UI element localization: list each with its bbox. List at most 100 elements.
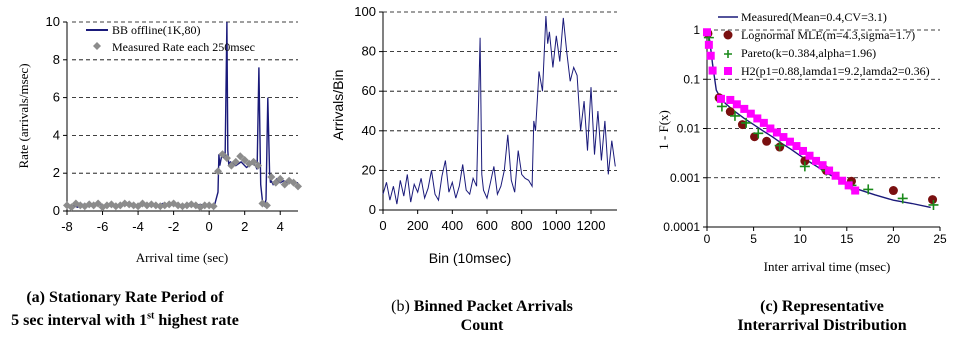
data-point (838, 176, 847, 185)
y-tick-label: 0.0001 (663, 220, 700, 234)
legend-label-measured: Measured(Mean=0.4,CV=3.1) (741, 10, 887, 24)
data-point (741, 117, 752, 128)
y-tick-label: 0.01 (677, 122, 701, 136)
y-tick-label: 1 (693, 23, 700, 37)
legend-label-pareto: Pareto(k=0.384,alpha=1.96) (741, 46, 876, 60)
x-tick-label: 25 (933, 232, 947, 246)
x-tick-label: 1000 (542, 218, 571, 233)
x-tick-label: 0 (704, 232, 711, 246)
data-point (280, 180, 289, 189)
y-tick-label: 0 (53, 203, 60, 218)
rate-chart-grid (72, 21, 298, 174)
data-point (729, 110, 740, 121)
caption-a-line2-pre: 5 sec interval with 1 (11, 312, 148, 330)
data-point (276, 174, 285, 183)
y-tick-label: 0.001 (670, 171, 700, 185)
data-point (798, 146, 807, 155)
data-point (762, 136, 772, 146)
rate-chart-series (63, 21, 302, 212)
legend-label-lognormal: Lognormal MLE(m=4.3,sigma=1.7) (741, 28, 915, 42)
interarrival-chart-x-axis-label: Inter arrival time (msec) (764, 259, 891, 274)
caption-a: (a) Stationary Rate Period of 5 sec inte… (0, 288, 250, 330)
data-point (732, 100, 741, 109)
y-tick-label: 80 (362, 44, 376, 59)
data-point (200, 201, 209, 210)
data-point (725, 107, 735, 117)
legend-swatch-measured-rate (93, 42, 101, 50)
data-point (888, 186, 898, 196)
y-tick-label: 100 (354, 4, 376, 19)
data-point (805, 151, 814, 160)
x-tick-label: 2 (241, 219, 248, 234)
data-point (218, 150, 227, 159)
data-point (726, 95, 735, 104)
y-tick-label: 40 (362, 123, 376, 138)
x-tick-label: 5 (750, 232, 757, 246)
x-tick-label: -8 (61, 219, 73, 234)
rate-chart-x-ticks: -8 -6 -4 -2 0 2 4 (61, 211, 284, 234)
caption-a-sup: st (147, 311, 155, 322)
y-tick-label: 2 (53, 165, 60, 180)
interarrival-chart: 1 0.1 0.01 0.001 0.0001 0 5 10 15 20 25 Inter arr… (656, 10, 947, 274)
interarrival-chart-y-ticks: 1 0.1 0.01 0.001 0.0001 (663, 23, 707, 234)
y-tick-label: 10 (46, 14, 60, 29)
interarrival-chart-y-axis-label: 1 - F(x) (656, 110, 671, 150)
interarrival-chart-legend: Measured(Mean=0.4,CV=3.1) Lognormal MLE(… (718, 10, 930, 78)
x-tick-label: -6 (97, 219, 109, 234)
data-point (799, 161, 810, 172)
data-point (716, 101, 727, 112)
rate-chart-y-ticks: 0 2 4 6 8 10 (46, 14, 67, 218)
data-point (772, 128, 781, 137)
caption-b-line1: Binned Packet Arrivals (413, 298, 573, 315)
binned-chart-y-ticks: 0 20 40 60 80 100 (354, 4, 383, 217)
data-point (236, 152, 245, 161)
binned-chart-series (382, 15, 616, 205)
x-tick-label: 0 (206, 219, 213, 234)
y-tick-label: 8 (53, 52, 60, 67)
data-point (812, 156, 821, 165)
data-point (774, 140, 785, 151)
data-point (779, 133, 788, 142)
data-point (792, 142, 801, 151)
binned-chart-y-axis-label: Arrivals/Bin (330, 70, 346, 141)
y-tick-label: 4 (53, 127, 60, 142)
caption-a-line1: Stationary Rate Period of (49, 289, 224, 306)
data-point (289, 178, 298, 187)
x-tick-label: 1200 (577, 218, 606, 233)
data-point (94, 199, 103, 208)
data-point (753, 114, 762, 123)
x-tick-label: 20 (887, 232, 901, 246)
data-point (759, 118, 768, 127)
interarrival-chart-x-ticks: 0 5 10 15 20 25 (704, 227, 947, 246)
caption-b: (b) Binned Packet Arrivals Count (372, 297, 592, 335)
x-tick-label: -2 (168, 219, 180, 234)
legend-swatch-pareto (724, 50, 732, 58)
data-point (716, 94, 725, 103)
data-point (271, 178, 280, 187)
data-point (222, 154, 231, 163)
binned-chart-x-ticks: 0 200 400 600 800 1000 1200 (379, 210, 605, 233)
caption-c-tag: (c) (760, 298, 778, 315)
data-point (703, 28, 711, 37)
data-point (240, 155, 249, 164)
interarrival-chart-grid (707, 29, 940, 179)
data-point (785, 137, 794, 146)
data-point (67, 203, 76, 212)
data-point (750, 132, 760, 142)
rate-chart-legend: BB offline(1K,80) Measured Rate each 250… (86, 23, 255, 54)
data-point (825, 166, 834, 175)
data-point (746, 109, 755, 118)
y-tick-label: 6 (53, 90, 60, 105)
data-point (254, 161, 263, 170)
data-point (267, 172, 276, 181)
data-point (209, 202, 218, 211)
y-tick-label: 0 (369, 202, 376, 217)
x-tick-label: 400 (441, 218, 463, 233)
rate-chart: 0 2 4 6 8 10 -8 -6 -4 -2 0 2 4 Arrival time (sec) R… (16, 14, 302, 265)
data-point (851, 186, 860, 195)
data-point (831, 171, 840, 180)
caption-b-tag: (b) (391, 298, 410, 315)
rate-chart-x-axis-label: Arrival time (sec) (136, 250, 228, 265)
data-point (227, 161, 236, 170)
binned-chart-x-axis-label: Bin (10msec) (429, 250, 511, 266)
